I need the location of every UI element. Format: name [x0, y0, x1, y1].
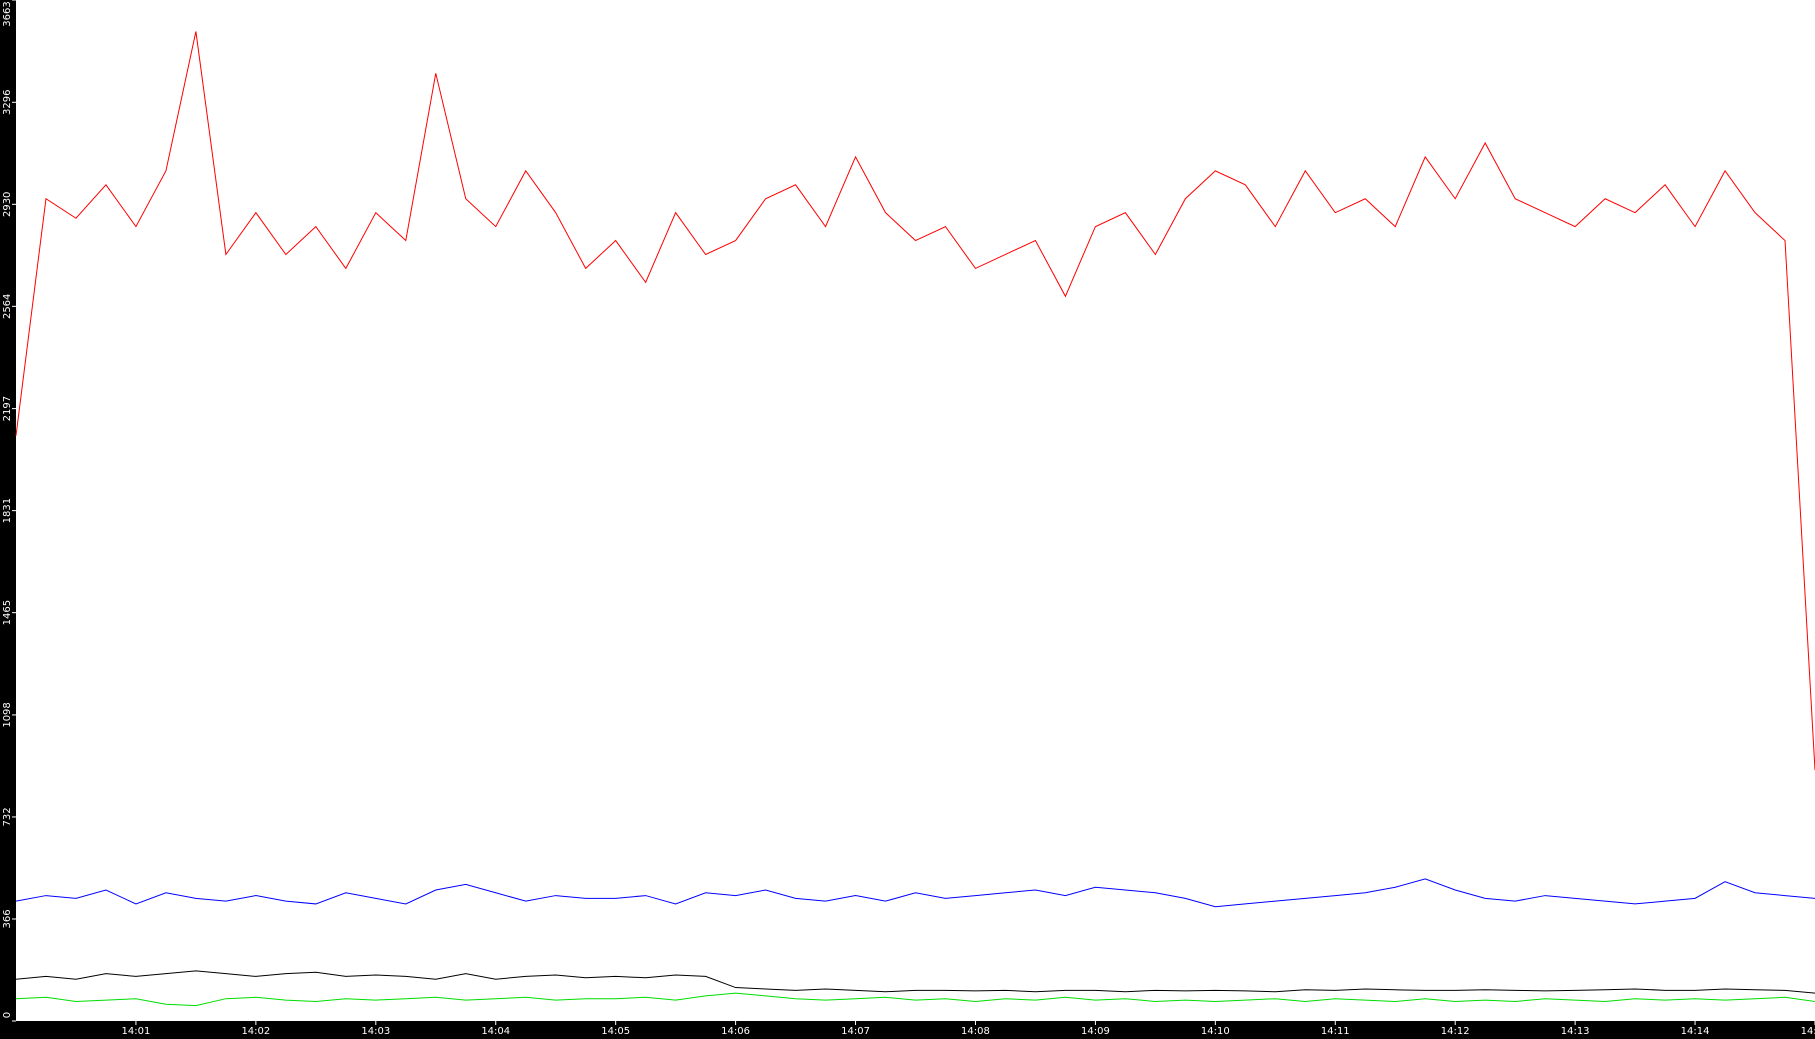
- series-line: [15, 970, 1815, 994]
- y-tick-label: 732: [2, 807, 13, 826]
- y-tick-label: 2930: [2, 192, 13, 217]
- y-tick-label: 3296: [2, 90, 13, 115]
- y-tick-label: 366: [2, 909, 13, 928]
- x-tick-label: 14:12: [1441, 1026, 1470, 1037]
- y-tick-label: 2197: [2, 396, 13, 421]
- series-line: [15, 992, 1815, 1007]
- x-tick-label: 14:06: [721, 1026, 750, 1037]
- y-tick-label: 1465: [2, 600, 13, 625]
- x-tick-label: 14:15: [1801, 1026, 1815, 1037]
- series-line: [15, 878, 1815, 908]
- series-line: [15, 31, 1815, 771]
- x-tick-label: 14:03: [361, 1026, 390, 1037]
- y-tick-label: 1831: [2, 498, 13, 523]
- x-tick-label: 14:05: [601, 1026, 630, 1037]
- y-tick-label: 1098: [2, 702, 13, 727]
- x-tick-label: 14:13: [1561, 1026, 1590, 1037]
- y-tick-label: 2564: [2, 294, 13, 319]
- x-tick-label: 14:08: [961, 1026, 990, 1037]
- x-tick-label: 14:09: [1081, 1026, 1110, 1037]
- y-tick-label: 3663: [2, 1, 13, 26]
- x-tick-label: 14:11: [1321, 1026, 1350, 1037]
- x-tick-label: 14:01: [122, 1026, 151, 1037]
- y-tick-label: 0: [2, 1012, 13, 1018]
- x-tick-label: 14:14: [1681, 1026, 1710, 1037]
- x-tick-label: 14:04: [481, 1026, 510, 1037]
- x-tick-label: 14:02: [241, 1026, 270, 1037]
- x-tick-label: 14:10: [1201, 1026, 1230, 1037]
- plot-area: [16, 0, 1815, 1021]
- x-tick-label: 14:07: [841, 1026, 870, 1037]
